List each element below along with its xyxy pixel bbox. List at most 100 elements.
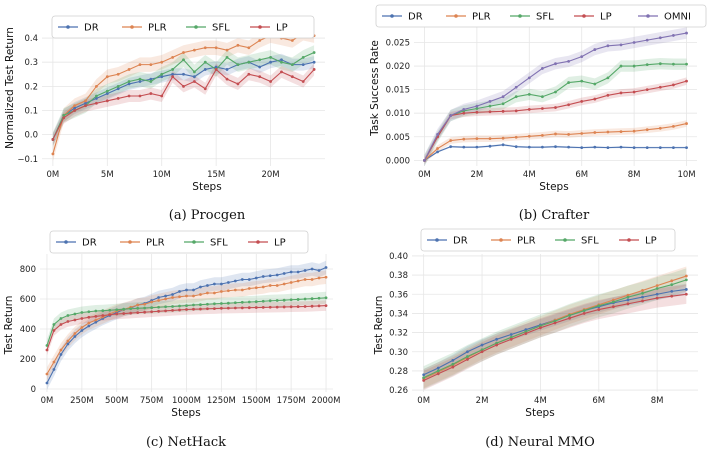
nethack-sfl-point <box>136 306 140 310</box>
crafter-omni-point <box>593 48 597 51</box>
procgen-plr-point <box>127 68 131 71</box>
crafter-lp-point <box>527 108 531 111</box>
nethack-plr-point <box>310 278 314 281</box>
neural-mmo-lp-point <box>539 326 542 330</box>
crafter-plr-point <box>658 126 662 130</box>
crafter-omni-band <box>424 27 687 167</box>
neural-mmo-sfl-point <box>670 283 674 287</box>
nethack-dr-point <box>73 335 77 338</box>
nethack-lp-point <box>185 308 188 311</box>
crafter-dr-point <box>436 150 439 154</box>
neural-mmo-plr-point <box>641 289 644 292</box>
nethack-dr-point <box>192 288 195 292</box>
procgen-dr-point <box>84 101 87 105</box>
nethack-sfl-point <box>87 310 91 314</box>
neural-mmo-sfl-point <box>451 362 455 366</box>
neural-mmo-dr-point <box>509 333 513 336</box>
crafter-plr-point <box>632 129 636 133</box>
neural-mmo-plr-point <box>684 274 688 278</box>
neural-mmo-legend-label-plr: PLR <box>517 236 536 247</box>
nethack-series-lines <box>45 266 328 385</box>
procgen-dr-point <box>192 75 196 79</box>
neural-mmo-dr-point <box>684 288 688 291</box>
neural-mmo-sfl-point <box>436 369 440 373</box>
nethack-lp-point <box>87 315 91 319</box>
panel-crafter: 0.000 0.005 0.010 0.015 0.020 0.025 0M 2M 4M 6M 8M… <box>369 4 707 223</box>
crafter-plr-point <box>619 130 623 133</box>
procgen-x-tick-label: 10M <box>153 170 171 180</box>
nethack-lp-point <box>122 312 126 315</box>
nethack-lp-point <box>171 309 174 312</box>
crafter-plr-point <box>462 137 466 141</box>
nethack-sfl-point <box>45 344 49 347</box>
nethack-plr-point <box>233 288 237 292</box>
nethack-sfl-point <box>268 299 272 303</box>
procgen-y-tick-label: −0.1 <box>17 155 38 165</box>
crafter-dr-point <box>632 146 636 150</box>
crafter-lp-point <box>685 79 688 83</box>
nethack-dr-point <box>310 267 314 271</box>
crafter-legend-marker-dr <box>390 14 394 18</box>
crafter-omni-point <box>658 36 662 40</box>
neural-mmo-x-tick-label: 8M <box>651 396 664 406</box>
nethack-lp-point <box>310 304 314 308</box>
procgen-plr-point <box>203 46 207 50</box>
neural-mmo-x-axis-label: Steps <box>525 407 554 419</box>
nethack-dr-point <box>87 324 91 328</box>
nethack-lp-point <box>115 312 119 316</box>
nethack-caption: (c) NetHack <box>146 435 226 450</box>
nethack-y-tick-label: 400 <box>20 325 36 335</box>
procgen-sfl-point <box>116 84 120 88</box>
nethack-dr-point <box>240 278 244 281</box>
nethack-lp-point <box>240 306 244 310</box>
nethack-plr-point <box>303 278 307 281</box>
nethack-x-tick-label: 0M <box>41 396 54 406</box>
crafter-sfl-point <box>632 64 636 68</box>
nethack-lp-point <box>282 305 286 309</box>
nethack-plr-point <box>226 289 230 293</box>
procgen-sfl-point <box>280 60 283 64</box>
nethack-lp-point <box>59 323 63 326</box>
nethack-plr-point <box>199 293 202 296</box>
procgen-plr-point <box>290 39 294 42</box>
nethack-dr-point <box>296 270 300 274</box>
procgen-sfl-point <box>236 63 240 67</box>
neural-mmo-y-tick-label: 0.34 <box>389 309 408 319</box>
nethack-y-tick-label: 800 <box>20 265 36 275</box>
procgen-dr-point <box>116 87 120 91</box>
neural-mmo-lp-point <box>597 308 601 311</box>
nethack-lp-point <box>213 307 216 310</box>
neural-mmo-lp-point <box>641 299 644 303</box>
procgen-lp-point <box>290 75 294 79</box>
neural-mmo-lp-point <box>466 358 469 361</box>
nethack-lp-point <box>150 310 154 314</box>
neural-mmo-y-tick-label: 0.26 <box>389 386 408 396</box>
procgen-y-tick-label: 0.3 <box>24 58 38 68</box>
nethack-lp-point <box>129 311 133 315</box>
crafter-sfl-point <box>672 62 675 66</box>
nethack-sfl-point <box>247 300 251 304</box>
procgen-plr-point <box>160 60 164 64</box>
nethack-lp-point <box>73 318 77 322</box>
nethack-lp-point <box>219 306 223 310</box>
neural-mmo-axes: 0.26 0.28 0.30 0.32 0.34 0.36 0.38 0.40 0M 2M 4M 6M… <box>389 252 663 406</box>
neural-mmo-sfl-point <box>597 304 601 308</box>
procgen-plr-point <box>214 46 218 50</box>
procgen-legend-marker-plr <box>130 25 134 29</box>
nethack-sfl-point <box>317 296 321 300</box>
crafter-dr-point <box>685 146 688 150</box>
crafter-sfl-point <box>593 82 597 86</box>
nethack-lp-point <box>254 306 258 309</box>
crafter-legend-marker-lp <box>582 14 586 18</box>
neural-mmo-y-tick-label: 0.28 <box>389 367 408 377</box>
crafter-plr-point <box>606 130 610 134</box>
nethack-legend-box <box>49 230 309 254</box>
procgen-sfl-point <box>138 77 142 81</box>
procgen-sfl-band <box>52 45 315 147</box>
procgen-legend-label-plr: PLR <box>148 23 167 34</box>
nethack-plr-point <box>178 295 181 299</box>
nethack-sfl-point <box>289 298 293 302</box>
neural-mmo-sfl-point <box>466 355 469 358</box>
nethack-dr-point <box>45 381 49 385</box>
procgen-plr-point <box>138 63 142 67</box>
